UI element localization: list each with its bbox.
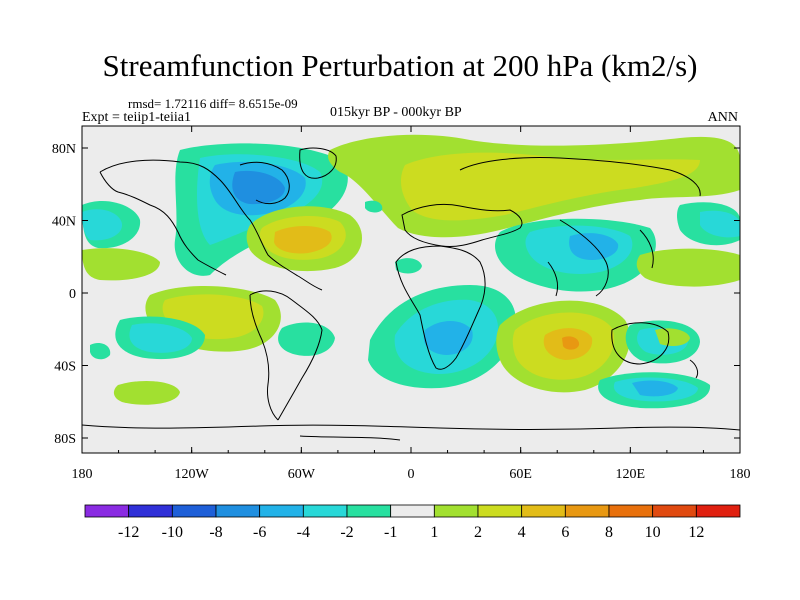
contour-region <box>632 380 678 397</box>
axis-ticks <box>81 126 741 453</box>
contour-region <box>232 170 285 205</box>
lat-label: 40N <box>52 215 76 230</box>
colorbar-swatch <box>346 504 392 518</box>
lon-label: 180 <box>72 467 93 482</box>
colorbar-swatch <box>84 504 130 518</box>
contour-region <box>365 200 383 213</box>
contour-region <box>113 380 180 405</box>
contour-region <box>400 152 700 221</box>
contour-region <box>700 210 740 238</box>
colorbar-label: -4 <box>297 524 310 541</box>
colorbar-label: -6 <box>253 524 266 541</box>
colorbar-label: -10 <box>162 524 183 541</box>
colorbar-labels: -12 -10 -8 -6 -4 -2 -1 1 2 4 6 8 10 12 <box>118 524 704 541</box>
contour-region <box>129 323 192 353</box>
lat-label: 0 <box>69 287 76 302</box>
lon-label: 120E <box>616 467 646 482</box>
contour-region <box>278 322 335 356</box>
contour-region <box>90 343 111 360</box>
colorbar-label: 12 <box>688 524 704 541</box>
latitude-labels: 80N 40N 0 40S 80S <box>52 142 76 447</box>
contour-region <box>423 321 473 355</box>
stats-text: rmsd= 1.72116 diff= 8.6515e-09 <box>128 96 298 111</box>
lon-label: 60E <box>509 467 532 482</box>
colorbar-label: 4 <box>518 524 526 541</box>
colorbar-swatch <box>608 504 654 518</box>
lat-label: 40S <box>54 360 76 375</box>
contour-region <box>82 248 160 281</box>
season-label: ANN <box>707 110 738 125</box>
contour-region <box>562 336 580 350</box>
colorbar-label: 8 <box>605 524 613 541</box>
colorbar-label: -2 <box>340 524 353 541</box>
colorbar-label: 2 <box>474 524 482 541</box>
lon-label: 60W <box>288 467 316 482</box>
colorbar-swatch <box>433 504 479 518</box>
colorbar-swatch <box>652 504 697 518</box>
coastlines <box>82 147 740 441</box>
colorbar-swatch <box>390 504 435 518</box>
lat-label: 80N <box>52 142 76 157</box>
colorbar-label: 1 <box>430 524 438 541</box>
colorbar-swatch <box>215 504 261 518</box>
colorbar-label: -1 <box>384 524 397 541</box>
colorbar-label: 10 <box>645 524 661 541</box>
colorbar-swatch <box>564 504 610 518</box>
contour-fields <box>82 134 740 441</box>
colorbar-swatch <box>477 504 523 518</box>
lon-label: 0 <box>408 467 415 482</box>
colorbar-swatch <box>171 504 217 518</box>
colorbar-swatch <box>302 504 348 518</box>
colorbar-label: -8 <box>209 524 222 541</box>
contour-region <box>82 209 123 241</box>
colorbar <box>84 504 741 518</box>
experiment-label: Expt = teiip1-teiia1 <box>82 110 191 125</box>
colorbar-swatch <box>695 504 741 518</box>
colorbar-swatch <box>259 504 304 518</box>
contour-region <box>274 226 332 254</box>
map-title: Streamfunction Perturbation at 200 hPa (… <box>102 48 698 83</box>
colorbar-swatch <box>521 504 566 518</box>
period-label: 015kyr BP - 000kyr BP <box>330 105 462 120</box>
colorbar-label: 6 <box>561 524 569 541</box>
colorbar-swatch <box>128 504 173 518</box>
lat-label: 80S <box>54 432 76 447</box>
contour-region <box>636 248 740 287</box>
lon-label: 180 <box>730 467 751 482</box>
colorbar-label: -12 <box>118 524 139 541</box>
contour-region <box>569 233 619 260</box>
contour-region <box>395 258 422 274</box>
longitude-labels: 180 120W 60W 0 60E 120E 180 <box>72 467 751 482</box>
lon-label: 120W <box>175 467 210 482</box>
contour-region <box>655 328 690 346</box>
